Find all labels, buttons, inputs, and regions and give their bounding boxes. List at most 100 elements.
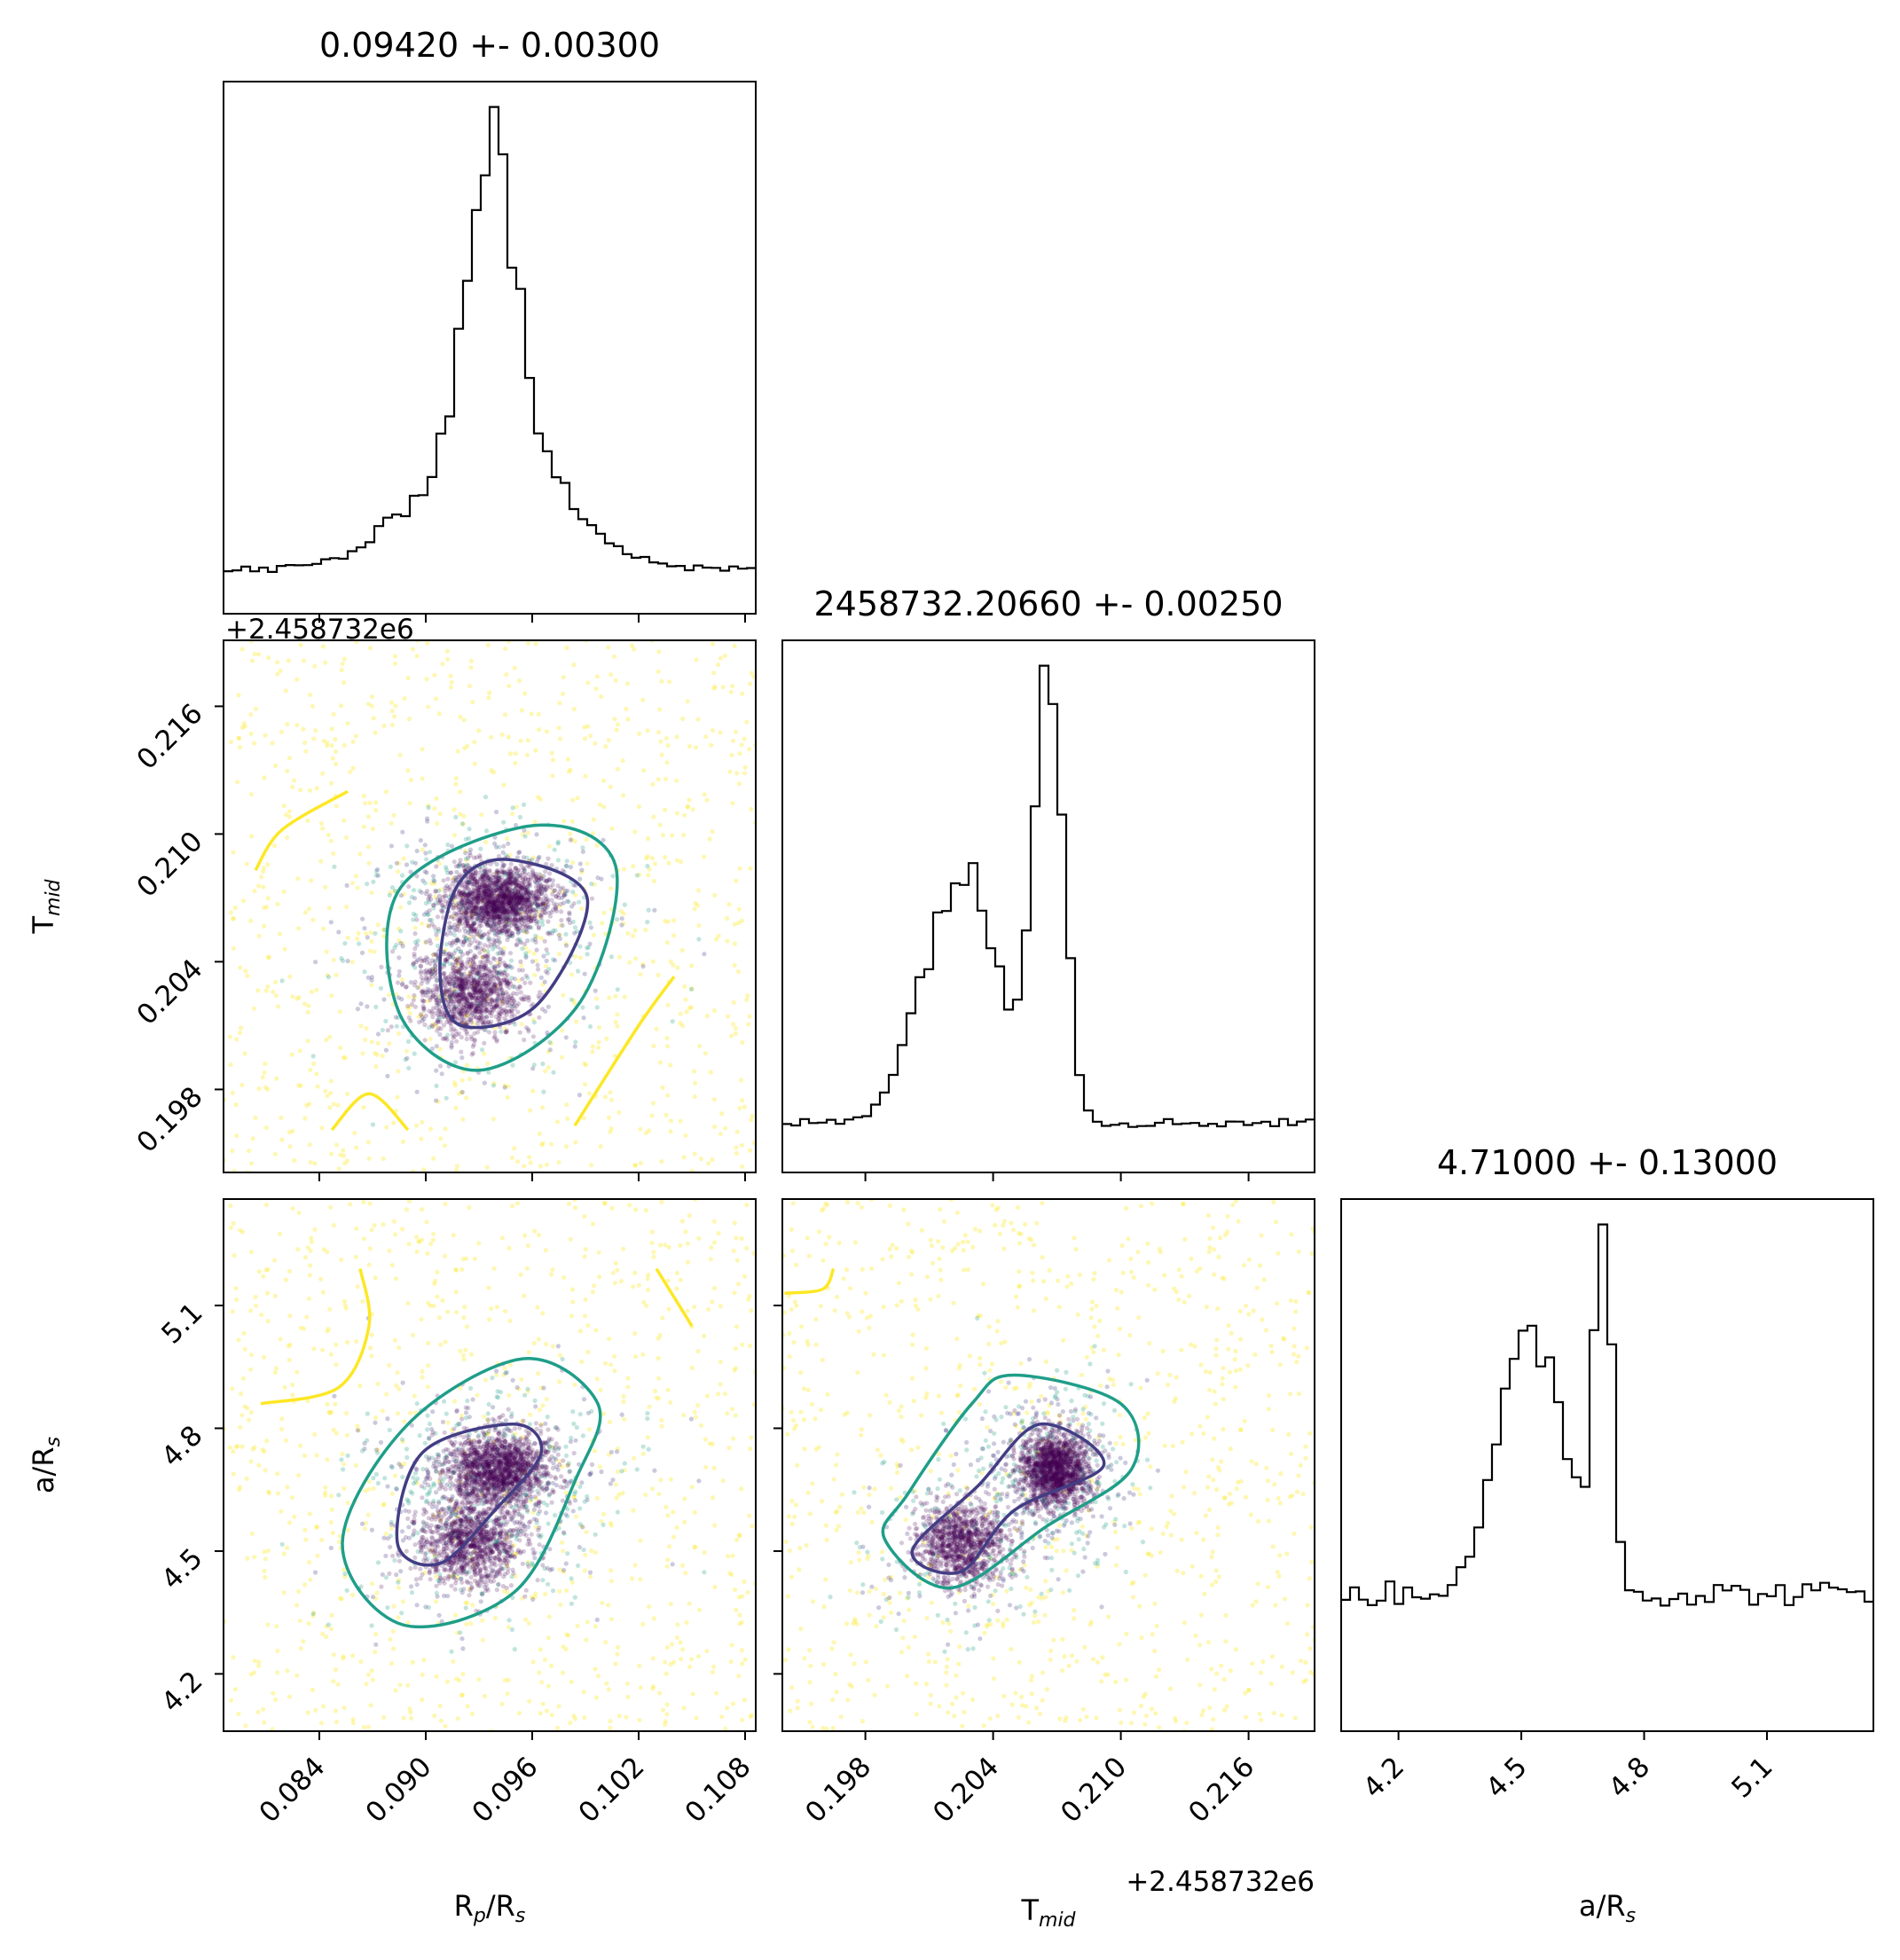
sample-point [241, 1330, 247, 1336]
sample-point [413, 959, 419, 965]
sample-point [514, 897, 519, 902]
sample-point [631, 1284, 636, 1290]
sample-point [458, 858, 463, 863]
sample-point [420, 921, 425, 926]
sample-point [266, 655, 271, 661]
sample-point [503, 646, 508, 652]
sample-point [262, 1449, 267, 1454]
sample-point [400, 1139, 406, 1144]
sample-point [243, 968, 248, 974]
sample-point [471, 976, 477, 981]
sample-point [480, 915, 485, 921]
sample-point [397, 1682, 403, 1688]
sample-point [421, 1658, 427, 1663]
sample-point [471, 875, 476, 881]
sample-point [582, 1715, 587, 1721]
sample-point [524, 752, 530, 757]
sample-point [457, 1677, 462, 1683]
sample-point [374, 1052, 380, 1057]
sample-point [557, 701, 562, 706]
sample-point [503, 877, 508, 882]
sample-point [491, 921, 498, 926]
sample-point [627, 1203, 632, 1208]
sample-point [716, 1392, 721, 1397]
sample-point [441, 905, 446, 910]
sample-point [467, 1077, 473, 1082]
sample-point [740, 1039, 745, 1045]
sample-point [406, 884, 412, 890]
sample-point [506, 898, 512, 903]
sample-point [357, 941, 362, 946]
sample-point [463, 975, 468, 980]
sample-point [712, 892, 718, 898]
sample-point [478, 893, 484, 898]
sample-point [483, 1000, 489, 1006]
sample-point [287, 756, 293, 761]
sample-point [439, 1071, 444, 1077]
sample-point [621, 921, 626, 926]
sample-point [471, 964, 476, 969]
sample-point [424, 677, 429, 682]
sample-point [391, 1120, 396, 1125]
sample-point [604, 1036, 609, 1041]
sample-point [238, 1424, 243, 1430]
sample-point [445, 876, 451, 882]
sample-point [537, 1232, 542, 1238]
sample-point [502, 1083, 507, 1088]
sample-point [483, 1377, 489, 1383]
sample-point [240, 898, 246, 904]
sample-point [468, 898, 474, 903]
sample-point [309, 1239, 314, 1244]
sample-point [739, 918, 744, 923]
sample-point [520, 891, 525, 897]
sample-point [510, 906, 515, 911]
sample-point [445, 995, 451, 1000]
sample-point [485, 898, 491, 904]
sample-point [523, 973, 529, 978]
sample-point [523, 1617, 529, 1622]
sample-point [663, 776, 669, 782]
sample-point [365, 882, 370, 887]
sample-point [704, 1013, 711, 1019]
sample-point [643, 1130, 649, 1136]
sample-point [275, 1004, 280, 1009]
sample-point [444, 1095, 449, 1101]
sample-point [494, 882, 499, 888]
sample-point [248, 1367, 254, 1372]
sample-point [398, 893, 404, 898]
sample-point [584, 837, 589, 843]
sample-point [555, 883, 561, 889]
sample-point [516, 851, 522, 856]
sample-point [285, 1485, 290, 1490]
sample-point [457, 1010, 463, 1016]
sample-point [494, 987, 499, 992]
sample-point [494, 1003, 499, 1008]
sample-point [323, 1485, 328, 1490]
sample-point [407, 801, 412, 806]
sample-point [480, 905, 485, 911]
sample-point [503, 873, 508, 878]
sample-point [405, 1003, 411, 1008]
sample-point [285, 1545, 290, 1550]
sample-point [479, 896, 484, 901]
sample-point [282, 1384, 287, 1390]
sample-point [331, 1222, 336, 1228]
sample-point [503, 1677, 508, 1683]
sample-point [646, 873, 651, 878]
sample-point [485, 885, 491, 890]
sample-point [520, 832, 526, 837]
sample-point [651, 1254, 656, 1259]
sample-point [696, 1235, 702, 1241]
sample-point [454, 1031, 459, 1037]
sample-point [279, 1137, 285, 1142]
sample-point [560, 1054, 565, 1060]
sample-point [557, 932, 562, 937]
sample-point [659, 1417, 664, 1423]
sample-point [678, 1020, 683, 1026]
sample-point [465, 881, 470, 886]
sample-point [435, 936, 440, 941]
sample-point [327, 1105, 333, 1110]
sample-point [513, 866, 518, 871]
sample-point [504, 1030, 509, 1035]
sample-point [530, 857, 535, 863]
